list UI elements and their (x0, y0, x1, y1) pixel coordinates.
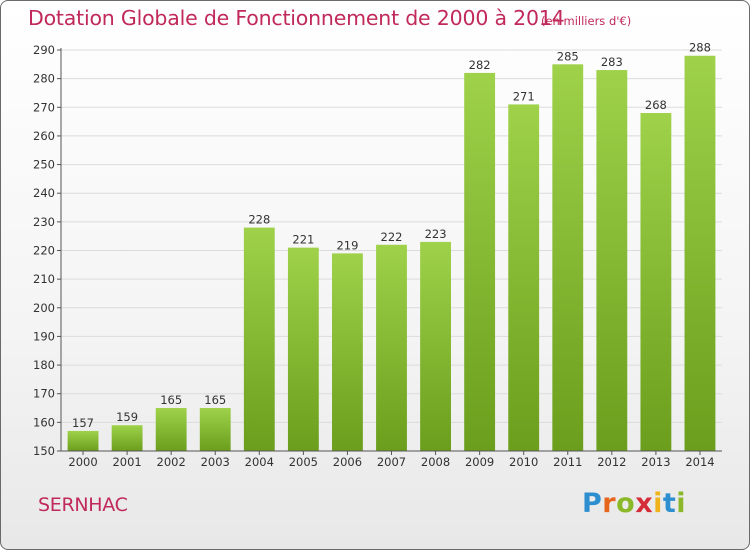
brand-letter: o (616, 488, 636, 519)
bar[interactable] (67, 430, 99, 451)
bar[interactable] (287, 247, 319, 451)
brand-letter: i (653, 488, 663, 519)
bar-value-label: 223 (425, 227, 447, 241)
brand-letter: x (635, 488, 654, 519)
bar-value-label: 165 (204, 393, 226, 407)
y-tick-label: 220 (33, 244, 55, 258)
y-tick-label: 190 (33, 329, 55, 343)
brand-letter: t (662, 488, 677, 519)
x-tick-label: 2004 (245, 455, 274, 469)
y-tick-label: 210 (33, 272, 55, 286)
bar-value-label: 285 (557, 49, 579, 63)
bar-value-label: 159 (116, 410, 138, 424)
bar-value-label: 221 (292, 233, 314, 247)
chart-unit: (en milliers d'€) (541, 14, 632, 28)
x-tick-label: 2009 (465, 455, 494, 469)
bar[interactable] (684, 55, 716, 451)
bar[interactable] (464, 72, 496, 452)
x-tick-label: 2008 (421, 455, 450, 469)
y-tick-label: 260 (33, 129, 55, 143)
x-tick-label: 2012 (597, 455, 626, 469)
x-tick-label: 2013 (641, 455, 670, 469)
bar-value-label: 282 (469, 58, 491, 72)
bar[interactable] (332, 253, 363, 451)
bar[interactable] (376, 244, 407, 451)
y-tick-label: 230 (33, 215, 55, 229)
bar[interactable] (640, 113, 672, 451)
y-tick-label: 180 (33, 358, 55, 372)
y-tick-label: 250 (33, 158, 55, 172)
bar-value-label: 219 (336, 238, 358, 252)
y-tick-label: 150 (33, 444, 55, 458)
x-tick-label: 2010 (509, 455, 538, 469)
y-tick-label: 270 (33, 100, 55, 114)
bar-value-label: 157 (72, 416, 94, 430)
bar[interactable] (243, 227, 275, 451)
bar-value-label: 288 (689, 41, 711, 55)
x-tick-label: 2002 (157, 455, 186, 469)
bar[interactable] (508, 104, 540, 452)
x-tick-label: 2003 (201, 455, 230, 469)
x-tick-label: 2005 (289, 455, 318, 469)
bar[interactable] (420, 241, 451, 451)
bar-value-label: 271 (513, 89, 535, 103)
x-tick-label: 2000 (68, 455, 97, 469)
brand-letter: r (602, 488, 617, 519)
location-name: SERNHAC (38, 494, 128, 516)
y-tick-label: 290 (33, 43, 55, 57)
bar-value-label: 228 (248, 213, 270, 227)
bar-value-label: 268 (645, 98, 667, 112)
y-tick-label: 200 (33, 301, 55, 315)
brand-letter: i (676, 488, 687, 519)
bar[interactable] (596, 70, 628, 452)
chart-title: Dotation Globale de Fonctionnement de 20… (28, 6, 565, 30)
brand-letter: P (582, 488, 603, 519)
bar-value-label: 222 (381, 230, 403, 244)
y-tick-label: 280 (33, 72, 55, 86)
bar[interactable] (552, 64, 584, 452)
x-tick-label: 2006 (333, 455, 362, 469)
x-tick-label: 2007 (377, 455, 406, 469)
x-tick-label: 2011 (553, 455, 582, 469)
proxiti-logo[interactable]: Proxiti (582, 488, 686, 519)
bar[interactable] (155, 408, 187, 451)
x-tick-label: 2001 (112, 455, 141, 469)
y-tick-label: 240 (33, 186, 55, 200)
bar-value-label: 165 (160, 393, 182, 407)
y-tick-label: 160 (33, 415, 55, 429)
bar[interactable] (111, 425, 143, 451)
bar-value-label: 283 (601, 55, 623, 69)
y-tick-label: 170 (33, 387, 55, 401)
bar[interactable] (199, 408, 231, 451)
x-tick-label: 2014 (685, 455, 714, 469)
brand-letters: Proxiti (582, 488, 686, 519)
